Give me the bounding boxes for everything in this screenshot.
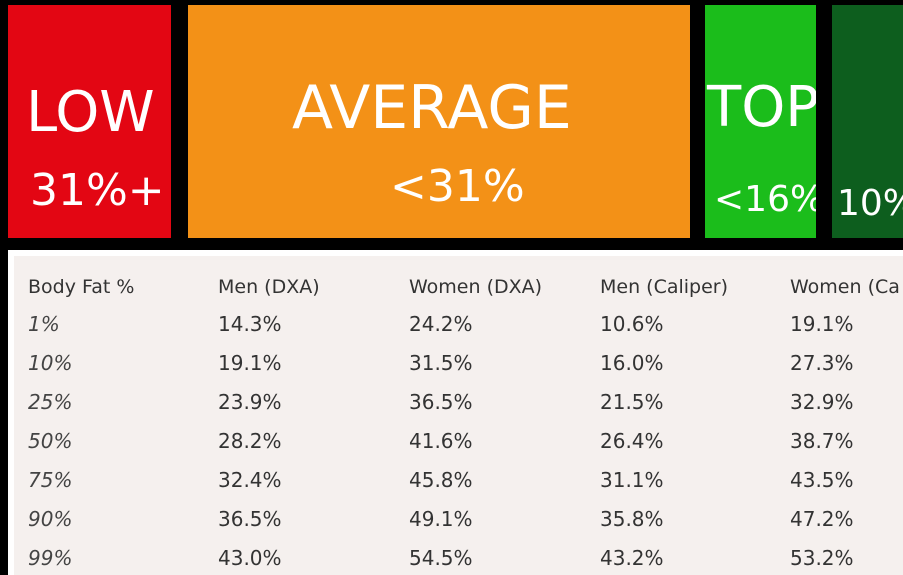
percentile-cell: 10% xyxy=(28,350,73,375)
table-row: 10% 19.1% 31.5% 16.0% 27.3% xyxy=(28,343,903,382)
header-women-dxa: Women (DXA) xyxy=(409,276,543,298)
men-dxa-cell: 23.9% xyxy=(218,389,282,414)
women-dxa-cell: 45.8% xyxy=(409,467,473,492)
men-dxa-cell: 32.4% xyxy=(218,467,282,492)
low-band-title: LOW xyxy=(26,80,155,145)
men-caliper-cell: 21.5% xyxy=(600,389,664,414)
women-caliper-cell: 38.7% xyxy=(790,428,854,453)
elite-band: 10% xyxy=(832,5,903,238)
top-band: TOP <16% xyxy=(705,5,816,238)
women-dxa-cell: 41.6% xyxy=(409,428,473,453)
men-dxa-cell: 28.2% xyxy=(218,428,282,453)
men-caliper-cell: 10.6% xyxy=(600,311,664,336)
table-row: 75% 32.4% 45.8% 31.1% 43.5% xyxy=(28,460,903,499)
table-row: 99% 43.0% 54.5% 43.2% 53.2% xyxy=(28,538,903,575)
women-dxa-cell: 36.5% xyxy=(409,389,473,414)
men-caliper-cell: 35.8% xyxy=(600,506,664,531)
women-caliper-cell: 47.2% xyxy=(790,506,854,531)
women-caliper-cell: 27.3% xyxy=(790,350,854,375)
percentile-cell: 99% xyxy=(28,545,73,570)
men-caliper-cell: 31.1% xyxy=(600,467,664,492)
table-row: 1% 14.3% 24.2% 10.6% 19.1% xyxy=(28,304,903,343)
women-dxa-cell: 49.1% xyxy=(409,506,473,531)
women-caliper-cell: 53.2% xyxy=(790,545,854,570)
percentile-cell: 50% xyxy=(28,428,73,453)
average-band-title: AVERAGE xyxy=(292,73,572,143)
women-caliper-cell: 43.5% xyxy=(790,467,854,492)
women-dxa-cell: 24.2% xyxy=(409,311,473,336)
percentile-cell: 25% xyxy=(28,389,73,414)
women-caliper-cell: 32.9% xyxy=(790,389,854,414)
low-band-value: 31%+ xyxy=(30,165,165,216)
header-body-fat: Body Fat % xyxy=(28,276,135,298)
low-band: LOW 31%+ xyxy=(8,5,171,238)
percentile-cell: 75% xyxy=(28,467,73,492)
table-row: 25% 23.9% 36.5% 21.5% 32.9% xyxy=(28,382,903,421)
men-dxa-cell: 14.3% xyxy=(218,311,282,336)
table-row: 90% 36.5% 49.1% 35.8% 47.2% xyxy=(28,499,903,538)
percentile-table-panel: Body Fat % Men (DXA) Women (DXA) Men (Ca… xyxy=(8,250,903,575)
header-women-caliper: Women (Ca xyxy=(790,276,900,298)
elite-band-value: 10% xyxy=(837,183,903,224)
average-band: AVERAGE <31% xyxy=(188,5,690,238)
table-header-row: Body Fat % Men (DXA) Women (DXA) Men (Ca… xyxy=(28,270,903,304)
body-fat-percentile-table: Body Fat % Men (DXA) Women (DXA) Men (Ca… xyxy=(28,270,903,575)
top-band-title: TOP xyxy=(707,75,816,140)
men-dxa-cell: 43.0% xyxy=(218,545,282,570)
men-caliper-cell: 43.2% xyxy=(600,545,664,570)
average-band-value: <31% xyxy=(390,161,525,212)
women-dxa-cell: 54.5% xyxy=(409,545,473,570)
top-band-value: <16% xyxy=(714,179,816,220)
header-men-dxa: Men (DXA) xyxy=(218,276,320,298)
women-caliper-cell: 19.1% xyxy=(790,311,854,336)
women-dxa-cell: 31.5% xyxy=(409,350,473,375)
men-dxa-cell: 36.5% xyxy=(218,506,282,531)
percentile-cell: 1% xyxy=(28,311,60,336)
men-caliper-cell: 26.4% xyxy=(600,428,664,453)
percentile-cell: 90% xyxy=(28,506,73,531)
table-row: 50% 28.2% 41.6% 26.4% 38.7% xyxy=(28,421,903,460)
men-caliper-cell: 16.0% xyxy=(600,350,664,375)
men-dxa-cell: 19.1% xyxy=(218,350,282,375)
header-men-caliper: Men (Caliper) xyxy=(600,276,729,298)
